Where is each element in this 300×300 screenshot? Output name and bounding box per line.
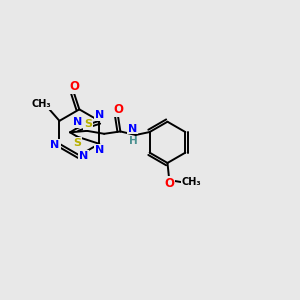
Text: O: O	[164, 177, 175, 190]
Text: N: N	[79, 151, 88, 161]
Text: CH₃: CH₃	[32, 99, 52, 109]
Text: CH₃: CH₃	[182, 177, 201, 188]
Text: S: S	[84, 119, 92, 129]
Text: N: N	[73, 117, 83, 127]
Text: O: O	[69, 80, 79, 93]
Text: N: N	[95, 110, 104, 120]
Text: N: N	[50, 140, 60, 150]
Text: S: S	[74, 138, 81, 148]
Text: N: N	[128, 124, 137, 134]
Text: N: N	[95, 145, 104, 155]
Text: H: H	[129, 136, 138, 146]
Text: O: O	[114, 103, 124, 116]
